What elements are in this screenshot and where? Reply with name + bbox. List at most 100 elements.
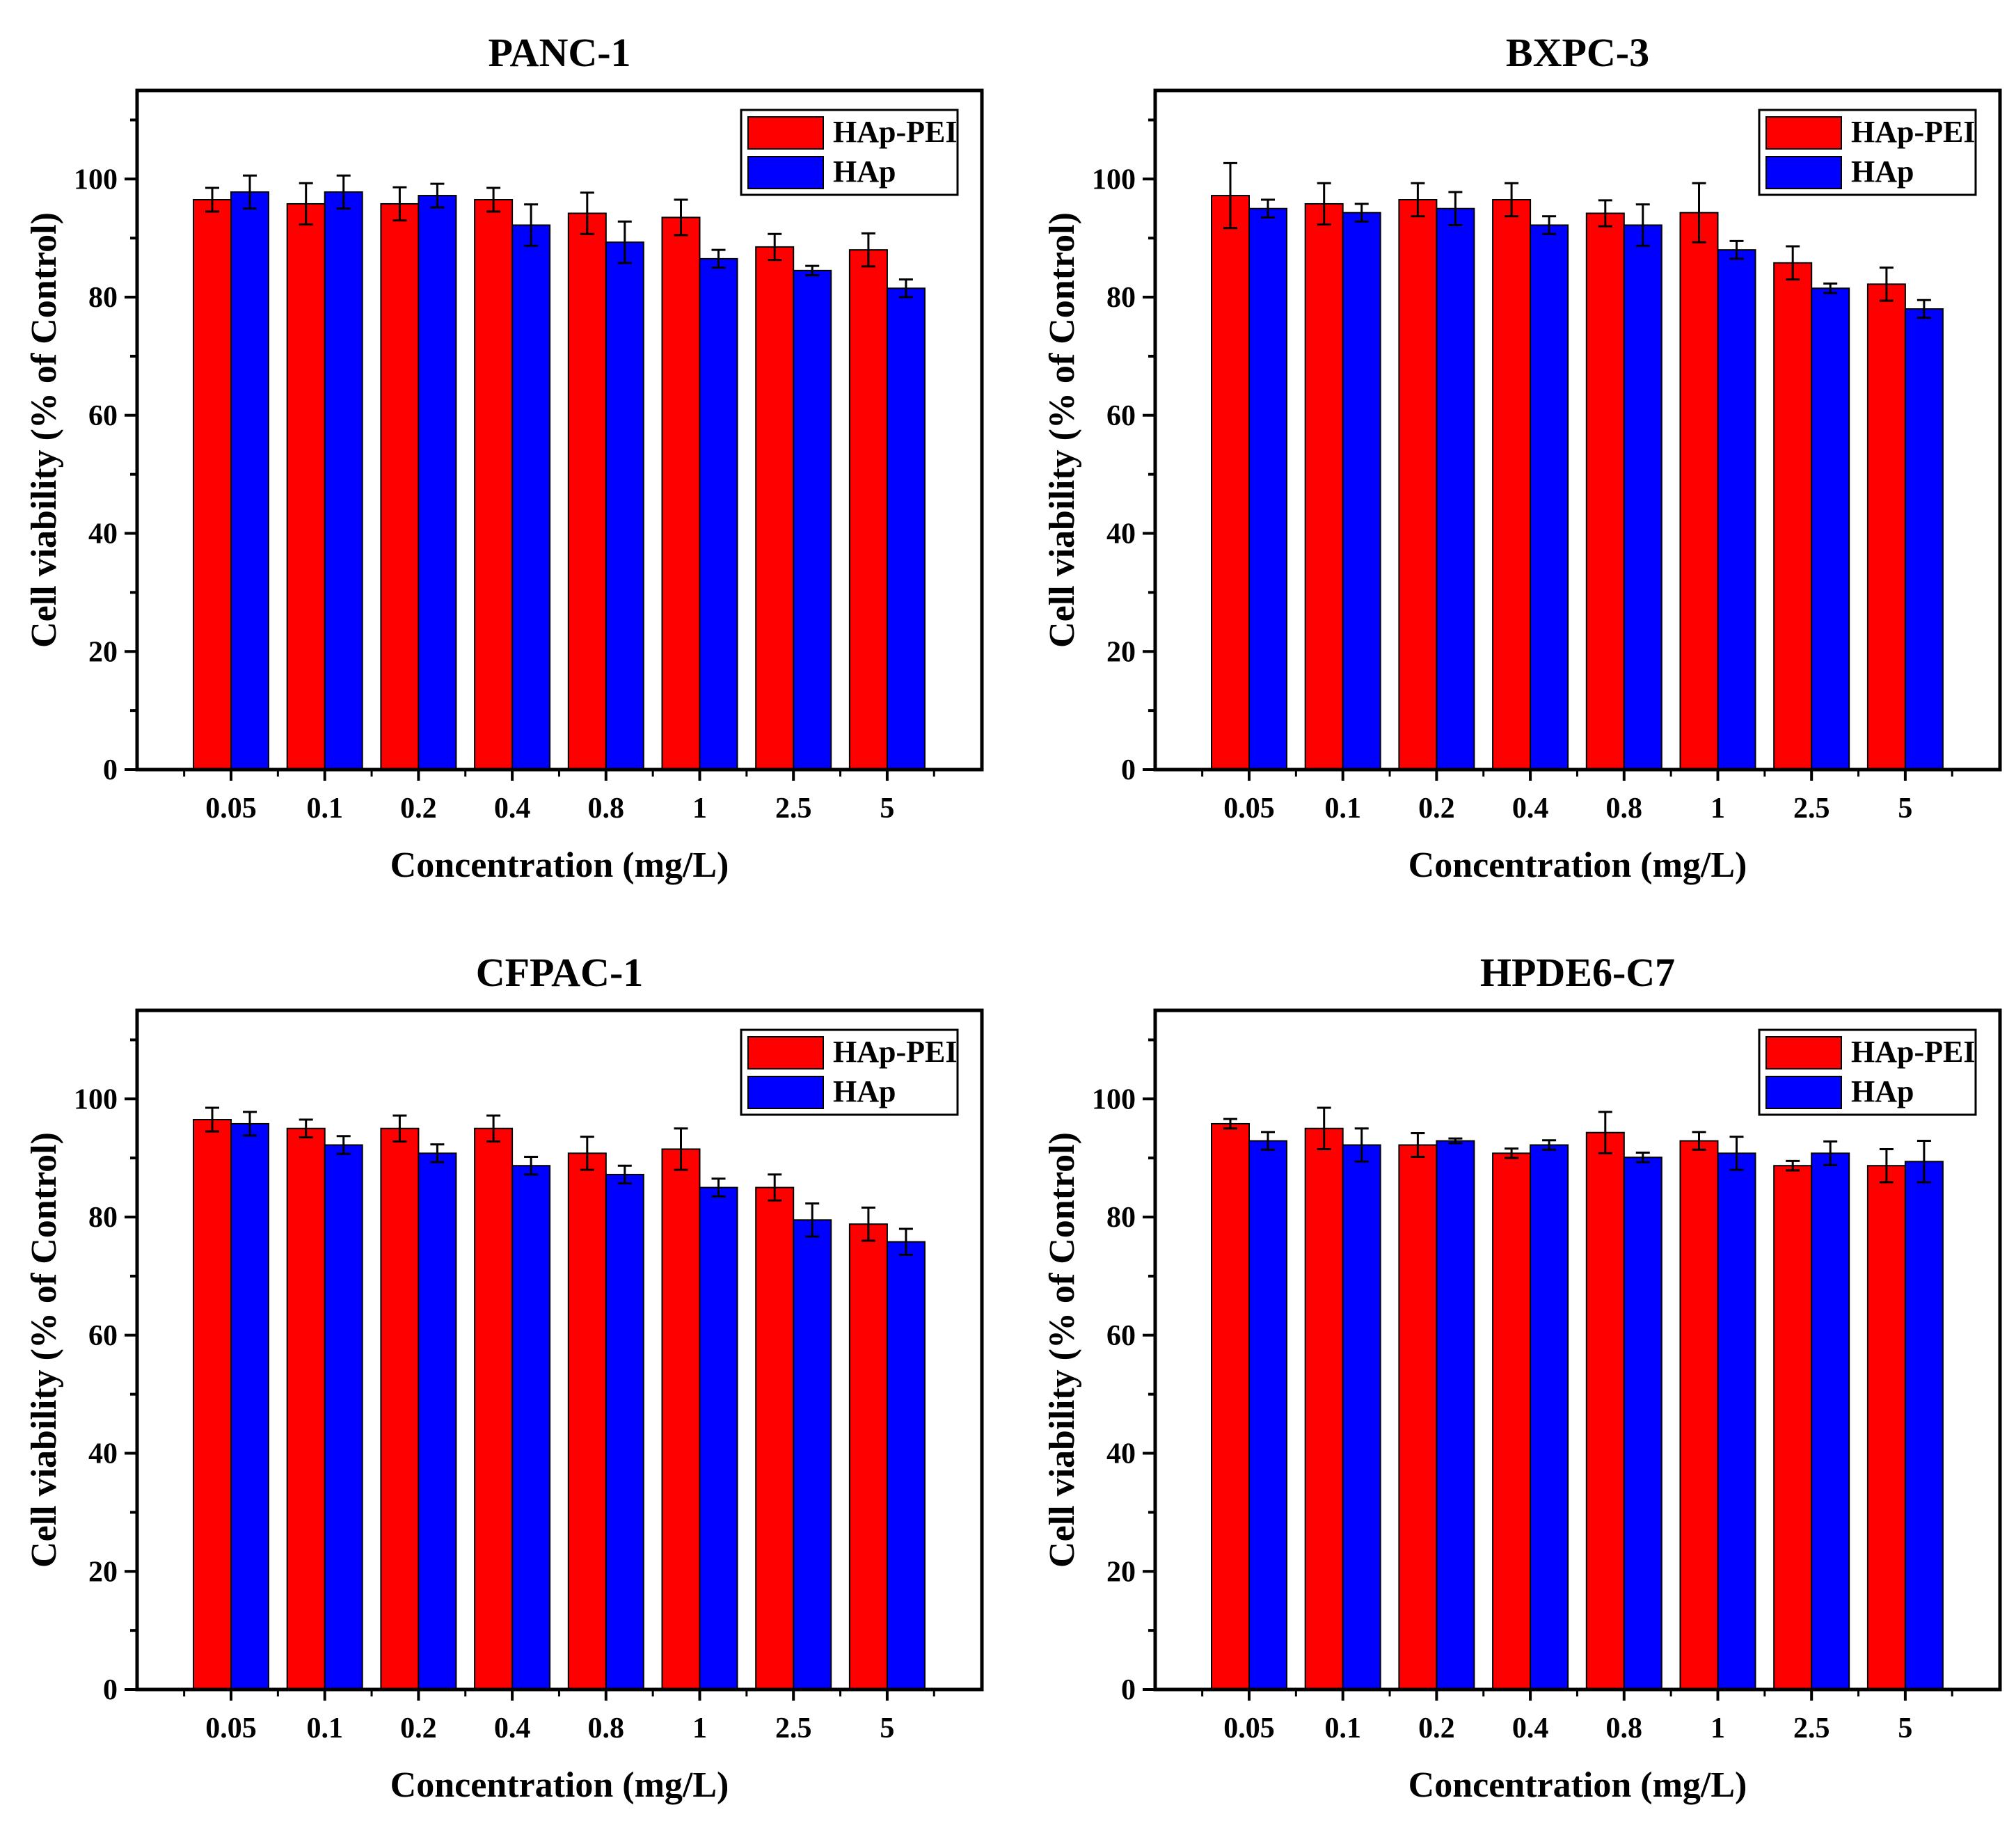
x-tick-label: 5 xyxy=(1898,1712,1912,1744)
legend: HAp-PEI HAp xyxy=(1758,1028,1977,1116)
bar-hap xyxy=(418,1152,457,1690)
legend-swatch-hap-pei xyxy=(1765,1036,1842,1069)
x-tick-label: 0.2 xyxy=(400,1712,437,1744)
x-tick-label: 0.2 xyxy=(1418,1712,1454,1744)
y-tick-label: 40 xyxy=(88,1438,118,1470)
y-tick-label: 60 xyxy=(88,400,118,432)
bar-hap xyxy=(793,269,832,770)
y-tick-label: 100 xyxy=(1092,164,1136,196)
y-tick-label: 100 xyxy=(74,1083,118,1115)
legend-label: HAp xyxy=(833,154,896,189)
legend-swatch-hap-pei xyxy=(747,1036,824,1069)
y-tick-label: 40 xyxy=(1106,518,1136,550)
bar-hap xyxy=(699,257,738,771)
bar-hap-pei xyxy=(567,1152,607,1690)
bar-hap xyxy=(324,1144,363,1690)
bar-hap-pei xyxy=(380,202,420,770)
y-tick-label: 0 xyxy=(103,1674,118,1706)
bar-hap xyxy=(1904,1161,1944,1690)
x-tick-label: 0.4 xyxy=(494,793,531,825)
chart-title: CFPAC-1 xyxy=(476,950,644,995)
bar-hap xyxy=(230,1122,269,1690)
x-tick-label: 1 xyxy=(1711,1712,1725,1744)
bar-hap-pei xyxy=(286,1127,326,1690)
x-tick-label: 0.4 xyxy=(1512,793,1549,825)
bar-hap-pei xyxy=(1866,283,1906,770)
y-tick-label: 80 xyxy=(88,282,118,314)
x-tick-label: 1 xyxy=(692,1712,707,1744)
y-tick-label: 0 xyxy=(1121,1674,1136,1706)
y-tick-label: 20 xyxy=(88,636,118,668)
legend-swatch-hap-pei xyxy=(1765,116,1842,150)
bar-hap xyxy=(1530,1144,1569,1690)
x-tick-label: 0.05 xyxy=(1223,793,1275,825)
bar-hap-pei xyxy=(1398,1144,1438,1690)
bar-hap-pei xyxy=(1679,1140,1719,1690)
x-tick-label: 0.8 xyxy=(588,793,625,825)
y-axis-label: Cell viability (% of Control) xyxy=(1042,1132,1082,1568)
y-tick-label: 80 xyxy=(88,1202,118,1234)
x-tick-label: 0.1 xyxy=(1324,1712,1361,1744)
chart-panel-cfpac-1: CFPAC-1 0 20 40 60 80 100 0.05 0.1 0.2 0.4 0.8 1 2.5 5… xyxy=(24,950,984,1805)
bar-hap-pei xyxy=(1679,212,1719,770)
chart-panel-panc-1: PANC-1 0 20 40 60 80 100 0.05 0.1 0.2 0.4 0.8 1 2.5 5 C… xyxy=(24,30,984,885)
chart-title: HPDE6-C7 xyxy=(1480,950,1675,995)
bar-hap xyxy=(1530,224,1569,770)
bar-hap xyxy=(1904,308,1944,770)
legend: HAp-PEI HAp xyxy=(1758,109,1977,196)
x-tick-label: 0.8 xyxy=(588,1712,625,1744)
bar-hap-pei xyxy=(380,1127,420,1690)
y-tick-label: 60 xyxy=(1106,1320,1136,1352)
y-tick-label: 100 xyxy=(1092,1083,1136,1115)
bar-hap-pei xyxy=(1585,212,1625,770)
bar-hap-pei xyxy=(1492,199,1532,771)
bar-hap xyxy=(511,224,551,770)
bar-hap xyxy=(1811,287,1850,770)
legend-label: HAp xyxy=(1851,1074,1914,1108)
x-tick-label: 0.1 xyxy=(1324,793,1361,825)
bar-hap-pei xyxy=(193,199,232,771)
bar-hap xyxy=(699,1186,738,1690)
bar-hap xyxy=(511,1165,551,1690)
bar-hap xyxy=(1717,249,1756,770)
x-tick-label: 1 xyxy=(692,793,707,825)
x-tick-label: 0.2 xyxy=(400,793,437,825)
bar-hap-pei xyxy=(1492,1152,1532,1690)
legend-label: HAp xyxy=(1851,154,1914,189)
chart-panel-hpde6-c7: HPDE6-C7 0 20 40 60 80 100 0.05 0.1 0.2 0.4 0.8 1 2.5… xyxy=(1042,950,2002,1805)
bar-hap-pei xyxy=(755,1186,795,1690)
bar-hap-pei xyxy=(1304,202,1344,770)
bar-hap-pei xyxy=(1866,1165,1906,1690)
y-axis-label: Cell viability (% of Control) xyxy=(24,1132,64,1568)
bar-hap-pei xyxy=(1398,199,1438,771)
chart-panel-bxpc-3: BXPC-3 0 20 40 60 80 100 0.05 0.1 0.2 0.4 0.8 1 2.5 5 C… xyxy=(1042,30,2002,885)
y-tick-label: 20 xyxy=(88,1556,118,1588)
bar-hap xyxy=(1623,224,1662,770)
x-tick-label: 0.05 xyxy=(205,1712,257,1744)
bar-hap-pei xyxy=(1304,1127,1344,1690)
y-axis-label: Cell viability (% of Control) xyxy=(24,212,64,648)
bar-hap xyxy=(1811,1152,1850,1690)
x-tick-label: 0.4 xyxy=(494,1712,531,1744)
legend-swatch-hap xyxy=(747,1076,824,1109)
bar-hap-pei xyxy=(1211,195,1250,771)
x-axis-label: Concentration (mg/L) xyxy=(1408,1765,1747,1805)
x-tick-label: 5 xyxy=(1898,793,1912,825)
x-axis-label: Concentration (mg/L) xyxy=(390,845,729,885)
legend-label: HAp xyxy=(833,1074,896,1108)
y-tick-label: 80 xyxy=(1106,1202,1136,1234)
y-tick-label: 0 xyxy=(103,754,118,786)
y-tick-label: 20 xyxy=(1106,1556,1136,1588)
bar-hap-pei xyxy=(755,246,795,770)
y-axis-label: Cell viability (% of Control) xyxy=(1042,212,1082,648)
legend-label: HAp-PEI xyxy=(833,115,957,149)
x-tick-label: 0.4 xyxy=(1512,1712,1549,1744)
legend-label: HAp-PEI xyxy=(1851,1035,1975,1069)
x-tick-label: 1 xyxy=(1711,793,1725,825)
bar-hap xyxy=(230,191,269,770)
bar-hap xyxy=(1717,1152,1756,1690)
bar-hap-pei xyxy=(661,1148,701,1690)
x-axis-label: Concentration (mg/L) xyxy=(390,1765,729,1805)
x-tick-label: 2.5 xyxy=(775,1712,812,1744)
x-tick-label: 0.8 xyxy=(1606,793,1643,825)
